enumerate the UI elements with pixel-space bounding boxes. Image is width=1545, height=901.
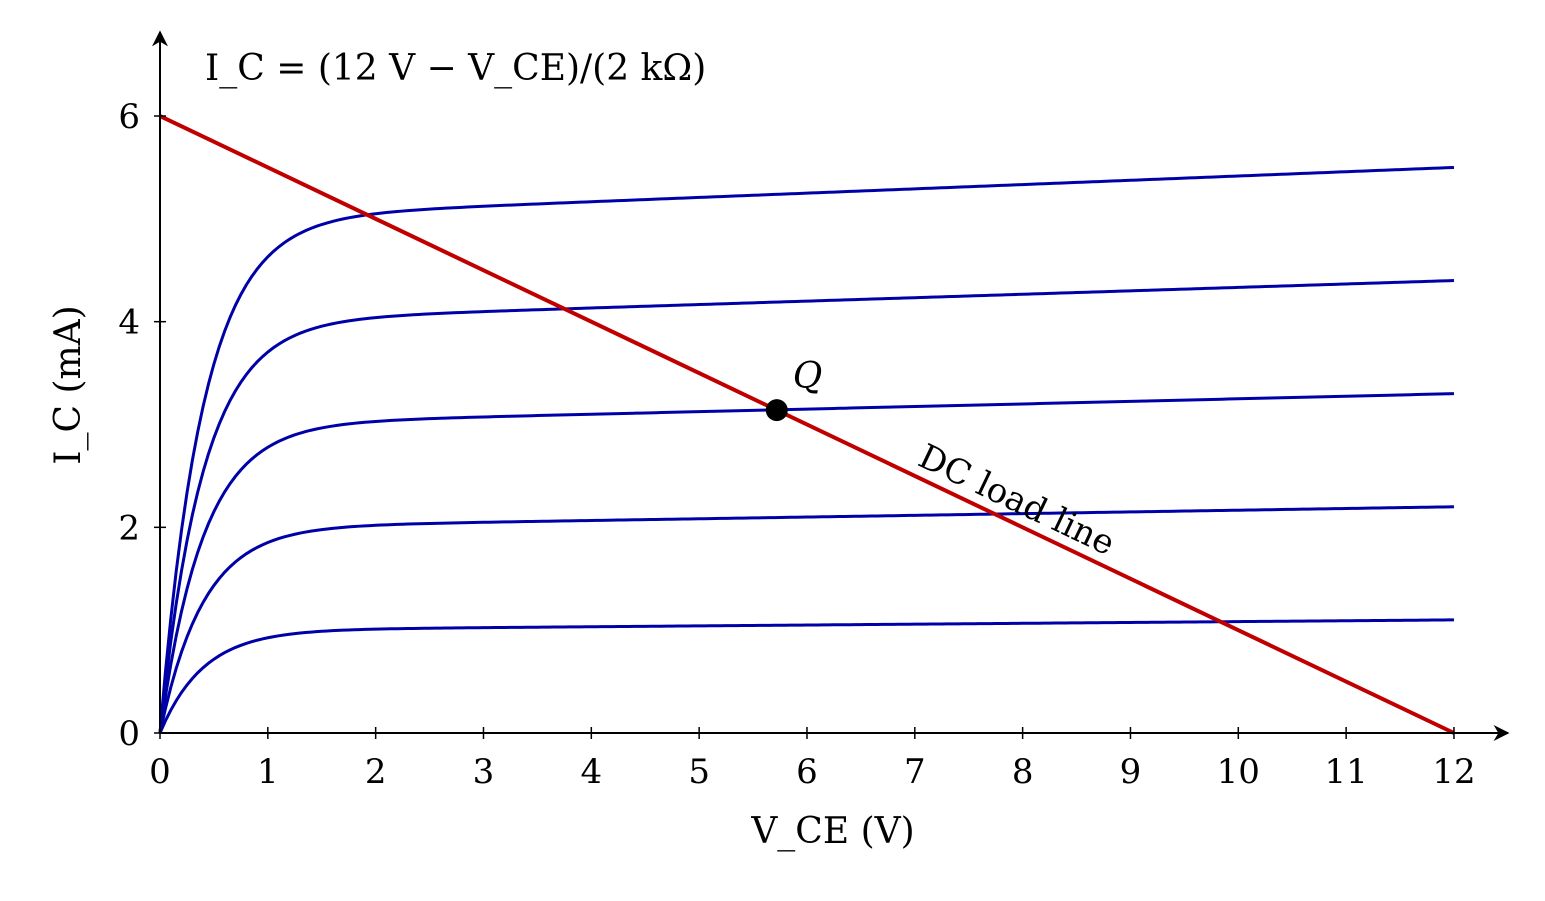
- x-tick-label: 4: [580, 752, 602, 792]
- x-tick-label: 3: [473, 752, 495, 792]
- q-point-marker: [765, 399, 788, 422]
- characteristic-curve-3: [158, 392, 1454, 734]
- y-tick-label: 6: [118, 97, 140, 137]
- characteristic-curve-2: [158, 505, 1454, 734]
- characteristic-curve-1: [158, 618, 1454, 734]
- x-tick-label: 8: [1012, 752, 1034, 792]
- y-tick-label: 2: [118, 508, 140, 548]
- x-tick-label: 1: [257, 752, 279, 792]
- x-tick-label: 11: [1324, 752, 1367, 792]
- characteristic-curve-4: [158, 279, 1455, 734]
- x-tick-label: 5: [688, 752, 710, 792]
- x-axis-label: V_CE (V): [750, 811, 914, 852]
- x-tick-label: 10: [1217, 752, 1260, 792]
- dc-load-line: [159, 114, 1455, 735]
- x-tick-label: 12: [1432, 752, 1475, 792]
- chart-formula: I_C = (12 V − V_CE)/(2 kΩ): [205, 48, 706, 89]
- x-tick-label: 0: [149, 752, 171, 792]
- x-tick-label: 2: [365, 752, 387, 792]
- y-axis-label: I_C (mA): [48, 305, 89, 464]
- q-point-group: Q: [765, 356, 823, 422]
- x-tick-label: 7: [904, 752, 926, 792]
- y-tick-label: 0: [118, 714, 140, 754]
- x-tick-label: 9: [1120, 752, 1142, 792]
- characteristic-curves: [158, 165, 1455, 734]
- characteristic-curve-5: [158, 165, 1455, 734]
- x-ticks: 0 1 2 3 4 5 6 7 8 9 10 11 12: [149, 727, 1476, 792]
- y-tick-label: 4: [118, 303, 140, 343]
- load-line-label: DC load line: [912, 437, 1121, 564]
- q-point-label: Q: [793, 356, 823, 397]
- x-tick-label: 6: [796, 752, 818, 792]
- y-ticks: 0 2 4 6: [118, 97, 166, 754]
